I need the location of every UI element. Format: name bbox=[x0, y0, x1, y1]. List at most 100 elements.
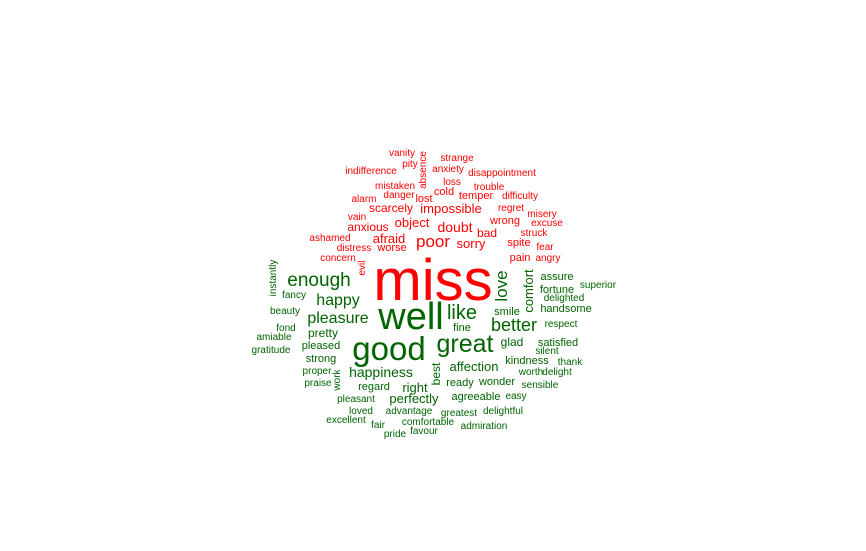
word-fond: fond bbox=[276, 323, 295, 334]
word-alarm: alarm bbox=[351, 194, 376, 205]
word-sensible: sensible bbox=[522, 380, 559, 391]
word-misery: misery bbox=[527, 209, 556, 220]
word-angry: angry bbox=[535, 253, 560, 264]
word-glad: glad bbox=[501, 335, 524, 349]
word-excuse: excuse bbox=[531, 218, 563, 229]
word-delighted: delighted bbox=[544, 293, 585, 304]
word-delight: delight bbox=[542, 367, 572, 378]
word-spite: spite bbox=[507, 237, 530, 249]
word-agreeable: agreeable bbox=[452, 391, 501, 403]
word-handsome: handsome bbox=[540, 303, 591, 315]
word-assure: assure bbox=[540, 271, 573, 283]
word-delightful: delightful bbox=[483, 406, 523, 417]
word-worth: worth bbox=[518, 367, 543, 378]
word-miss: miss bbox=[373, 248, 492, 313]
word-happiness: happiness bbox=[349, 364, 413, 380]
word-fair: fair bbox=[371, 420, 386, 431]
word-doubt: doubt bbox=[437, 219, 472, 235]
word-temper: temper bbox=[459, 190, 494, 202]
word-regret: regret bbox=[498, 203, 524, 214]
word-silent: silent bbox=[535, 346, 559, 357]
word-sorry: sorry bbox=[457, 236, 486, 251]
word-fortune: fortune bbox=[540, 284, 574, 296]
word-anxious: anxious bbox=[347, 220, 388, 234]
word-instantly: instantly bbox=[268, 260, 279, 297]
word-loss: loss bbox=[443, 177, 461, 188]
word-well: well bbox=[377, 296, 443, 338]
word-kindness: kindness bbox=[505, 355, 549, 367]
word-scarcely: scarcely bbox=[369, 201, 413, 215]
word-beauty: beauty bbox=[270, 306, 300, 317]
word-right: right bbox=[402, 380, 428, 395]
word-work: work bbox=[332, 368, 343, 391]
word-smile: smile bbox=[494, 306, 520, 318]
word-loved: loved bbox=[349, 406, 373, 417]
word-fear: fear bbox=[536, 242, 554, 253]
word-distress: distress bbox=[337, 243, 371, 254]
word-object: object bbox=[395, 215, 430, 230]
word-trouble: trouble bbox=[474, 182, 505, 193]
word-concern: concern bbox=[320, 253, 356, 264]
word-enough: enough bbox=[287, 270, 350, 291]
word-vain: vain bbox=[348, 212, 366, 223]
word-excellent: excellent bbox=[326, 415, 366, 426]
word-pretty: pretty bbox=[308, 326, 338, 340]
word-affection: affection bbox=[450, 359, 499, 374]
word-ashamed: ashamed bbox=[309, 233, 350, 244]
word-admiration: admiration bbox=[461, 421, 508, 432]
word-disappointment: disappointment bbox=[468, 168, 536, 179]
word-poor: poor bbox=[416, 232, 450, 251]
word-regard: regard bbox=[358, 381, 390, 393]
word-strong: strong bbox=[306, 353, 337, 365]
word-anxiety: anxiety bbox=[432, 164, 464, 175]
word-great: great bbox=[437, 330, 494, 358]
word-danger: danger bbox=[383, 190, 415, 201]
word-afraid: afraid bbox=[373, 231, 406, 246]
word-vanity: vanity bbox=[389, 148, 415, 159]
word-comfortable: comfortable bbox=[402, 417, 455, 428]
word-strange: strange bbox=[440, 153, 474, 164]
word-mistaken: mistaken bbox=[375, 181, 415, 192]
word-struck: struck bbox=[521, 228, 549, 239]
word-pleasure: pleasure bbox=[307, 310, 368, 327]
word-pity: pity bbox=[402, 159, 418, 170]
word-gratitude: gratitude bbox=[252, 345, 291, 356]
word-perfectly: perfectly bbox=[389, 391, 439, 406]
word-cold: cold bbox=[434, 186, 454, 198]
word-impossible: impossible bbox=[420, 201, 481, 216]
word-satisfied: satisfied bbox=[538, 337, 578, 349]
word-worse: worse bbox=[376, 242, 406, 254]
word-happy: happy bbox=[316, 292, 360, 309]
word-proper: proper bbox=[303, 366, 333, 377]
word-pleased: pleased bbox=[302, 340, 341, 352]
word-fine: fine bbox=[453, 322, 471, 334]
word-fancy: fancy bbox=[282, 290, 306, 301]
word-absence: absence bbox=[418, 151, 429, 189]
word-favour: favour bbox=[410, 426, 438, 437]
word-indifference: indifference bbox=[345, 166, 397, 177]
word-love: love bbox=[492, 270, 511, 301]
word-amiable: amiable bbox=[256, 332, 291, 343]
word-good: good bbox=[352, 330, 425, 367]
word-pleasant: pleasant bbox=[337, 394, 375, 405]
word-evil: evil bbox=[357, 260, 368, 275]
word-like: like bbox=[447, 302, 477, 324]
word-thank: thank bbox=[558, 357, 583, 368]
word-ready: ready bbox=[446, 377, 474, 389]
word-praise: praise bbox=[304, 378, 332, 389]
word-best: best bbox=[429, 362, 443, 385]
word-superior: superior bbox=[580, 280, 617, 291]
word-easy: easy bbox=[505, 391, 526, 402]
word-wrong: wrong bbox=[489, 215, 520, 227]
word-advantage: advantage bbox=[386, 406, 433, 417]
word-better: better bbox=[491, 315, 537, 335]
word-respect: respect bbox=[545, 319, 578, 330]
word-difficulty: difficulty bbox=[502, 191, 538, 202]
word-wonder: wonder bbox=[478, 376, 515, 388]
word-pride: pride bbox=[384, 429, 407, 440]
word-comfort: comfort bbox=[521, 269, 536, 313]
word-bad: bad bbox=[477, 226, 497, 240]
